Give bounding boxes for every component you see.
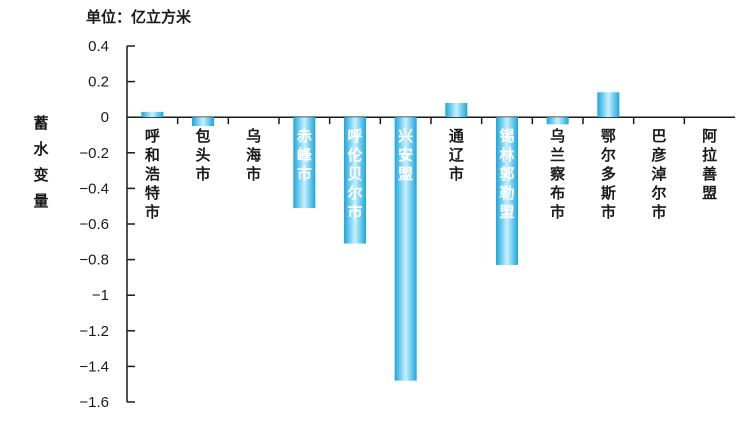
y-axis-label: 蓄水变量 — [30, 110, 52, 214]
category-label: 通辽市 — [449, 127, 464, 183]
bar — [293, 117, 316, 208]
y-axis-label-char: 蓄 — [33, 114, 49, 132]
category-label: 乌海市 — [246, 127, 261, 183]
category-label: 乌兰察布市 — [549, 127, 566, 221]
category-label: 阿拉善盟 — [702, 127, 717, 202]
bar — [192, 117, 214, 127]
bar — [597, 92, 620, 118]
category-label: 巴彦淖尔市 — [651, 127, 666, 221]
category-label: 锡林郭勒盟 — [499, 127, 515, 221]
y-tick-label: −0.8 — [79, 252, 109, 269]
category-label: 呼伦贝尔市 — [347, 127, 363, 221]
y-tick-label: −1.4 — [79, 358, 109, 375]
y-axis-label-char: 量 — [33, 192, 49, 210]
bar — [445, 102, 468, 118]
y-tick-label: 0.4 — [88, 38, 109, 55]
category-label: 兴安盟 — [398, 127, 413, 183]
bar — [141, 111, 164, 118]
y-axis-label-char: 水 — [33, 140, 49, 158]
y-tick-label: −0.2 — [79, 145, 109, 162]
y-tick-label: −1 — [92, 287, 109, 304]
y-tick-label: −1.2 — [79, 323, 109, 340]
y-tick-label: −0.4 — [79, 180, 109, 197]
category-label: 鄂尔多斯市 — [601, 127, 616, 221]
bar — [394, 117, 417, 381]
bar — [546, 117, 569, 125]
y-tick-label: −0.6 — [79, 216, 109, 233]
y-tick-label: −1.6 — [79, 394, 109, 411]
unit-label: 单位：亿立方米 — [86, 8, 192, 26]
category-label: 赤峰市 — [297, 127, 313, 183]
category-label: 包头市 — [195, 127, 210, 183]
y-tick-label: 0.2 — [88, 74, 109, 91]
bar — [496, 117, 518, 265]
bar — [344, 117, 366, 244]
category-label: 呼和浩特市 — [145, 127, 160, 221]
y-tick-label: 0 — [101, 109, 109, 126]
y-axis-label-char: 变 — [33, 166, 49, 184]
